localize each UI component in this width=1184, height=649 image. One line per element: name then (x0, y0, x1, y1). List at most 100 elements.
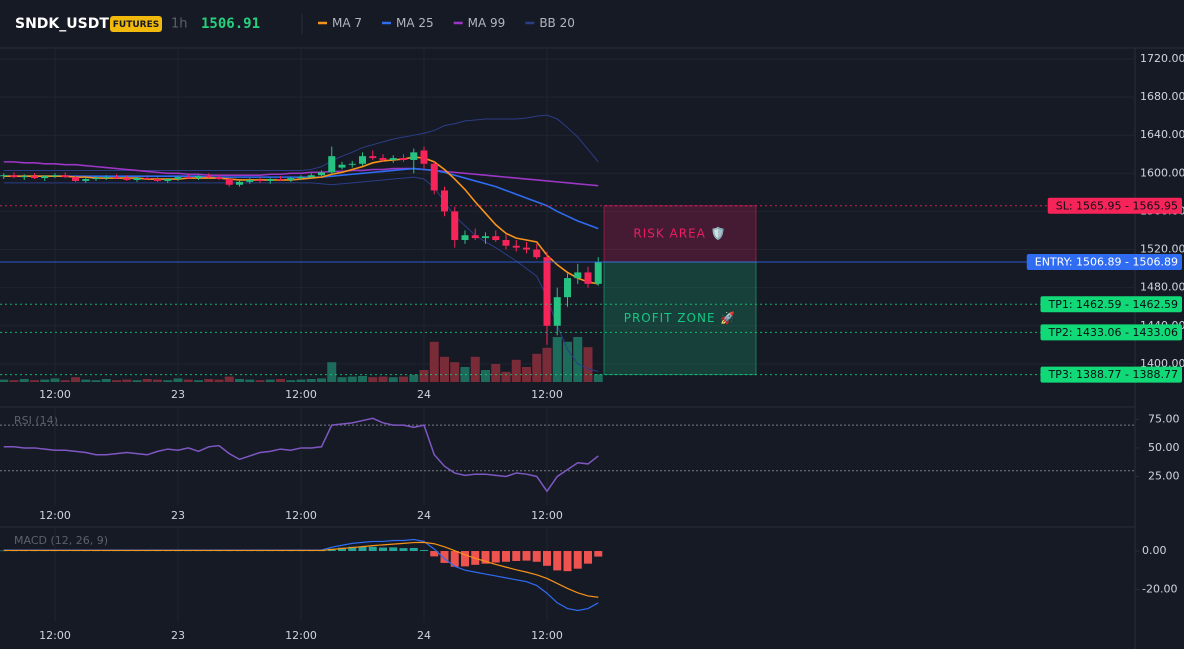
y-tick-label: 1480.00 (1140, 281, 1184, 294)
x-tick-label: 24 (417, 629, 431, 642)
panel-title: MACD (12, 26, 9) (14, 534, 108, 547)
volume-bar (532, 353, 542, 382)
histogram-bar (430, 551, 439, 557)
histogram-bar (563, 551, 572, 572)
volume-bar (183, 379, 193, 382)
x-tick-label: 12:00 (285, 509, 317, 522)
candle-body (123, 178, 131, 180)
level-tag: ENTRY: 1506.89 - 1506.89 (1026, 254, 1182, 271)
volume-bar (429, 341, 439, 382)
x-tick-label: 12:00 (39, 388, 71, 401)
y-tick-label: 0.00 (1142, 544, 1167, 557)
level-tag-bg (1040, 324, 1182, 341)
volume-bar (173, 378, 183, 382)
candle-body (143, 178, 151, 180)
candle-body (113, 177, 120, 179)
candle-body (246, 179, 254, 182)
y-tick-label: -20.00 (1142, 582, 1177, 595)
volume-bar (19, 379, 29, 382)
x-tick-label: 12:00 (531, 509, 563, 522)
volume-bar (265, 379, 275, 382)
legend-label: MA 7 (332, 16, 362, 30)
volume-bar (245, 379, 255, 382)
histogram-bar (358, 546, 367, 552)
candle-body (512, 245, 520, 248)
candle-body (533, 249, 541, 258)
candle-body (20, 176, 28, 178)
zone-label: RISK AREA 🛡️ (633, 226, 726, 240)
volume-bar (71, 377, 80, 382)
candle-body (266, 179, 274, 181)
candle-body (92, 178, 100, 180)
y-tick-label: 75.00 (1148, 412, 1180, 425)
volume-bar (276, 379, 285, 382)
volume-bar (347, 376, 357, 382)
candle-body (543, 257, 551, 326)
volume-bar (0, 379, 9, 382)
level-tag: TP2: 1433.06 - 1433.06 (1040, 324, 1182, 341)
badge-text: FUTURES (113, 20, 159, 30)
candle-body (225, 179, 233, 185)
candle-body (553, 297, 561, 326)
level-tag: TP1: 1462.59 - 1462.59 (1040, 296, 1182, 313)
candle-body (256, 179, 264, 181)
y-tick-label: 1720.00 (1140, 52, 1184, 65)
level-tag-text: SL: 1565.95 - 1565.95 (1056, 199, 1178, 212)
level-tag-text: TP2: 1433.06 - 1433.06 (1048, 326, 1179, 339)
volume-bar (235, 379, 244, 382)
candle-body (184, 177, 192, 179)
candle-body (318, 172, 325, 176)
symbol: SNDK_USDT (15, 16, 109, 32)
candle-body (338, 164, 346, 168)
candle-body (133, 178, 141, 180)
x-tick-label: 12:00 (285, 629, 317, 642)
volume-bar (9, 380, 19, 382)
candle-body (400, 158, 407, 160)
volume-bar (204, 379, 214, 382)
volume-bar (337, 377, 347, 382)
volume-bar (399, 376, 408, 382)
candle-body (287, 178, 295, 180)
legend-label: MA 25 (396, 16, 434, 30)
interval: 1h (171, 17, 188, 32)
volume-bar (440, 356, 449, 382)
level-tag-text: ENTRY: 1506.89 - 1506.89 (1035, 256, 1178, 269)
volume-bar (327, 362, 337, 382)
x-tick-label: 24 (417, 509, 431, 522)
x-tick-label: 12:00 (39, 509, 71, 522)
candle-body (523, 247, 530, 250)
candle-body (441, 190, 448, 212)
histogram-bar (379, 547, 387, 552)
zone-label: PROFIT ZONE 🚀 (624, 311, 737, 325)
level-tag-bg (1040, 366, 1182, 383)
candle-body (0, 175, 8, 177)
histogram-bar (338, 547, 346, 552)
candle-body (51, 175, 59, 177)
candle-body (482, 236, 489, 239)
candle-body (307, 175, 315, 178)
histogram-bar (522, 551, 531, 561)
moving-average (3, 161, 599, 187)
x-tick-label: 23 (171, 509, 185, 522)
volume-bar (306, 379, 316, 382)
candle-body (492, 236, 500, 241)
histogram-bar (584, 551, 592, 564)
x-tick-label: 23 (171, 629, 185, 642)
candle-body (277, 179, 284, 181)
volume-bar (388, 377, 398, 382)
candle-body (215, 177, 223, 180)
y-tick-label: 50.00 (1148, 441, 1180, 454)
x-tick-label: 12:00 (285, 388, 317, 401)
candle-body (205, 176, 213, 178)
volume-bar (255, 380, 265, 382)
last-price: 1506.91 (201, 16, 260, 32)
volume-bar (573, 337, 583, 382)
x-tick-label: 12:00 (531, 388, 563, 401)
histogram-bar (481, 551, 490, 564)
candle-body (82, 179, 90, 181)
volume-bar (50, 378, 60, 382)
volume-bar (409, 374, 419, 382)
candle-body (348, 163, 356, 165)
